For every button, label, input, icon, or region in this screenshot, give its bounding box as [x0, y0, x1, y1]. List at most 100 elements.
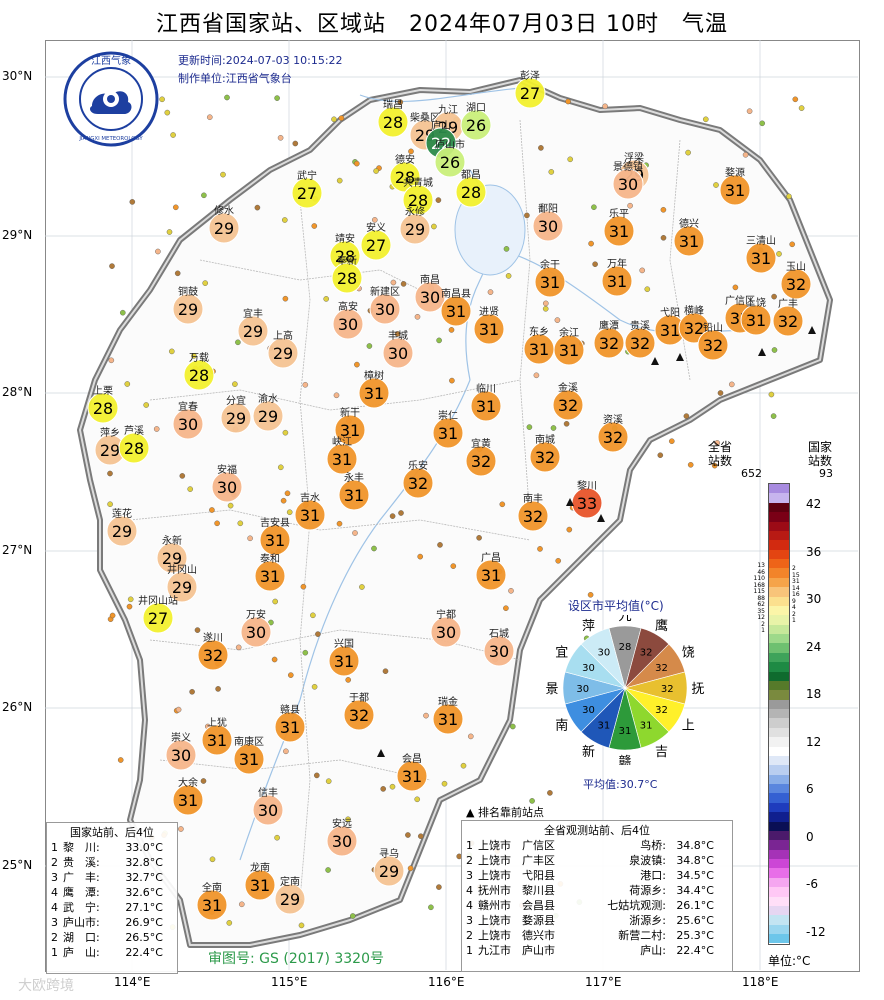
- station-marker[interactable]: 30 安远: [326, 817, 358, 857]
- station-circle[interactable]: [534, 266, 566, 298]
- station-marker[interactable]: 32 玉山: [780, 261, 812, 300]
- station-marker[interactable]: 29 永修: [399, 205, 431, 245]
- station-marker[interactable]: 31 永丰: [338, 471, 370, 511]
- station-circle[interactable]: [360, 229, 392, 261]
- station-marker[interactable]: 31 峡江: [326, 435, 358, 475]
- station-circle[interactable]: [430, 616, 462, 648]
- station-circle[interactable]: [274, 883, 306, 915]
- station-marker[interactable]: 29 上高: [267, 329, 299, 369]
- station-circle[interactable]: [514, 77, 546, 109]
- station-marker[interactable]: 30 宁都: [430, 608, 462, 648]
- station-marker[interactable]: 31 樟树: [358, 369, 390, 409]
- station-circle[interactable]: [87, 392, 119, 424]
- station-circle[interactable]: [291, 177, 323, 209]
- station-marker[interactable]: 32 宜黄: [465, 437, 497, 477]
- station-marker[interactable]: 27 彭泽: [514, 69, 546, 109]
- station-marker[interactable]: 28 瑞昌: [377, 99, 409, 138]
- station-marker[interactable]: 31 德兴: [673, 217, 705, 257]
- station-marker[interactable]: 32 铅山: [697, 321, 729, 361]
- station-marker[interactable]: 29 宜丰: [237, 307, 269, 347]
- station-marker[interactable]: 31 弋阳: [654, 306, 686, 346]
- station-marker[interactable]: 30 高安: [332, 300, 364, 340]
- station-marker[interactable]: 30 南昌: [414, 273, 446, 313]
- station-circle[interactable]: [455, 176, 487, 208]
- station-circle[interactable]: [252, 400, 284, 432]
- station-circle[interactable]: [211, 471, 243, 503]
- station-circle[interactable]: [326, 443, 358, 475]
- station-circle[interactable]: [358, 377, 390, 409]
- station-circle[interactable]: [440, 295, 472, 327]
- station-marker[interactable]: 28 都昌: [455, 169, 487, 208]
- station-marker[interactable]: 32 南城: [529, 433, 561, 473]
- station-circle[interactable]: [237, 315, 269, 347]
- station-circle[interactable]: [399, 213, 431, 245]
- station-circle[interactable]: [332, 308, 364, 340]
- station-circle[interactable]: [402, 467, 434, 499]
- station-circle[interactable]: [233, 743, 265, 775]
- station-marker[interactable]: 31 进贤: [473, 306, 505, 345]
- station-marker[interactable]: 26 庐山市: [434, 138, 466, 178]
- station-marker[interactable]: 30 新建区: [369, 285, 401, 325]
- station-marker[interactable]: 30 鄱阳: [532, 202, 564, 242]
- station-marker[interactable]: 30 安福: [211, 463, 243, 503]
- station-marker[interactable]: 31 婺源: [719, 166, 751, 206]
- station-marker[interactable]: 26 湖口: [460, 102, 492, 141]
- station-marker[interactable]: 32 于都: [343, 692, 375, 731]
- station-marker[interactable]: 31 万年: [601, 257, 633, 297]
- station-circle[interactable]: [254, 560, 286, 592]
- station-circle[interactable]: [326, 825, 358, 857]
- station-circle[interactable]: [624, 327, 656, 359]
- station-marker[interactable]: 28 共青城: [402, 176, 434, 216]
- station-circle[interactable]: [745, 242, 777, 274]
- station-marker[interactable]: 32 资溪: [597, 414, 629, 453]
- station-marker[interactable]: 31 余江: [553, 326, 585, 366]
- station-marker[interactable]: 29 铜鼓: [172, 285, 204, 325]
- station-marker[interactable]: 31 临川: [470, 382, 502, 422]
- station-circle[interactable]: [294, 499, 326, 531]
- station-circle[interactable]: [240, 616, 272, 648]
- station-circle[interactable]: [172, 293, 204, 325]
- station-circle[interactable]: [673, 225, 705, 257]
- station-circle[interactable]: [244, 869, 276, 901]
- station-circle[interactable]: [334, 414, 366, 446]
- station-circle[interactable]: [201, 724, 233, 756]
- station-marker[interactable]: 28 万载: [183, 352, 215, 391]
- station-circle[interactable]: [780, 268, 812, 300]
- station-circle[interactable]: [552, 389, 584, 421]
- station-circle[interactable]: [118, 432, 150, 464]
- station-circle[interactable]: [483, 635, 515, 667]
- station-circle[interactable]: [267, 337, 299, 369]
- station-marker[interactable]: 30 崇义: [165, 732, 197, 771]
- station-circle[interactable]: [532, 210, 564, 242]
- station-marker[interactable]: 32 广丰: [772, 297, 804, 337]
- station-circle[interactable]: [369, 293, 401, 325]
- station-marker[interactable]: 31 南康区: [233, 735, 265, 775]
- station-marker[interactable]: 31 瑞金: [432, 695, 464, 735]
- station-marker[interactable]: 29 井冈山: [166, 563, 198, 603]
- station-circle[interactable]: [434, 146, 466, 178]
- station-circle[interactable]: [740, 304, 772, 336]
- station-circle[interactable]: [719, 174, 751, 206]
- station-marker[interactable]: 31 南昌县: [440, 287, 472, 327]
- station-marker[interactable]: 32 遂川: [197, 631, 229, 671]
- station-marker[interactable]: 32 南丰: [517, 492, 549, 532]
- station-marker[interactable]: 28 德安: [389, 153, 421, 193]
- station-marker[interactable]: 31 乐平: [603, 208, 635, 247]
- station-circle[interactable]: [166, 571, 198, 603]
- station-marker[interactable]: 31 泰和: [254, 552, 286, 592]
- station-circle[interactable]: [414, 281, 446, 313]
- station-circle[interactable]: [220, 402, 252, 434]
- station-circle[interactable]: [172, 408, 204, 440]
- station-marker[interactable]: 29 修水: [208, 204, 240, 244]
- station-circle[interactable]: [252, 794, 284, 826]
- station-circle[interactable]: [432, 703, 464, 735]
- station-marker[interactable]: 31 余干: [534, 258, 566, 298]
- station-circle[interactable]: [465, 445, 497, 477]
- station-marker[interactable]: 28 芦溪: [118, 425, 150, 464]
- station-circle[interactable]: [529, 441, 561, 473]
- station-marker[interactable]: 32 贵溪: [624, 319, 656, 359]
- station-marker[interactable]: 31 兴国: [328, 638, 360, 677]
- station-marker[interactable]: 29 莲花: [106, 507, 138, 547]
- station-circle[interactable]: [328, 645, 360, 677]
- station-marker[interactable]: 29 渝水: [252, 392, 284, 432]
